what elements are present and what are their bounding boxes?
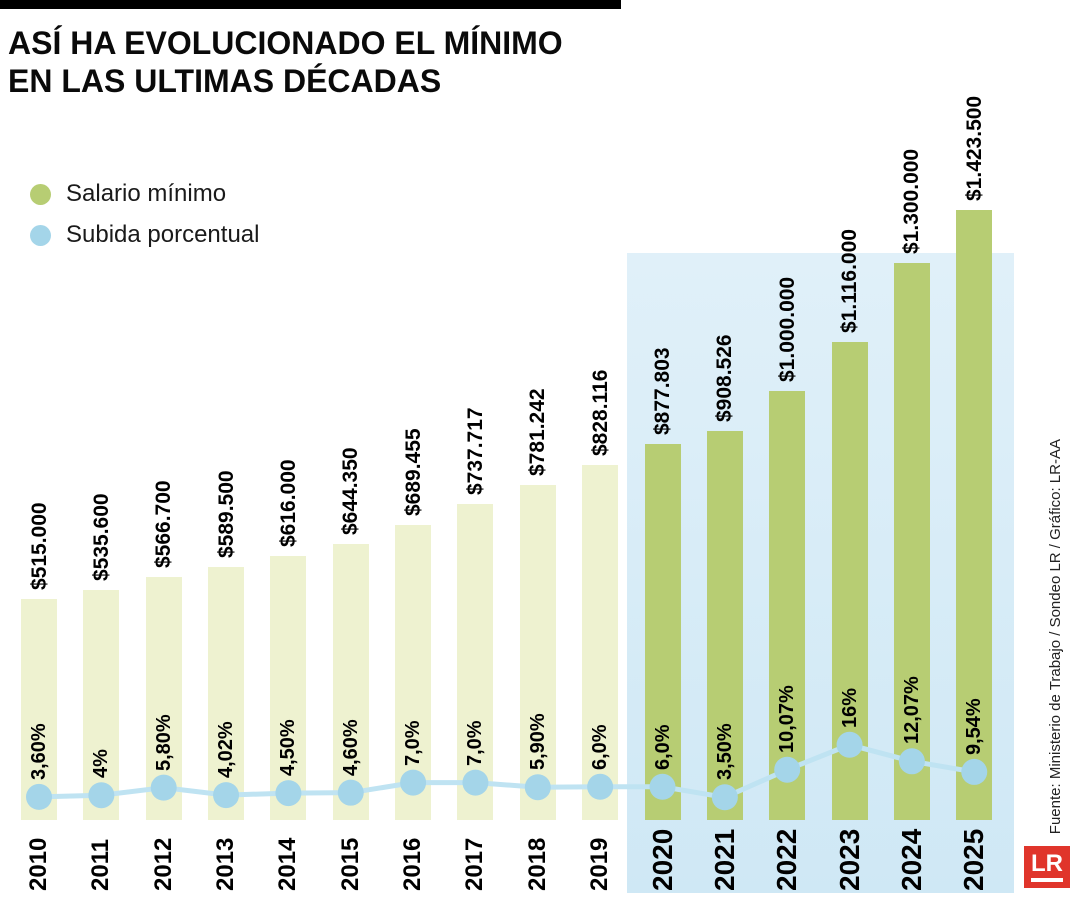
percent-label-2025: 9,54% xyxy=(963,698,986,755)
year-label-2013: 2013 xyxy=(212,837,240,891)
year-label-2019: 2019 xyxy=(586,837,614,891)
page-title: ASÍ HA EVOLUCIONADO EL MÍNIMO EN LAS ULT… xyxy=(8,24,563,101)
year-label-2021: 2021 xyxy=(708,828,740,891)
subida-porcentual-swatch xyxy=(30,224,51,246)
value-label-2018: $781.242 xyxy=(526,388,550,477)
bar-2023 xyxy=(831,341,868,820)
year-label-2022: 2022 xyxy=(771,828,803,891)
source-credit: Fuente: Ministerio de Trabajo / Sondeo L… xyxy=(1047,438,1064,834)
bar-2016 xyxy=(395,524,432,820)
value-label-2012: $566.700 xyxy=(152,480,176,569)
year-label-2014: 2014 xyxy=(274,837,302,891)
year-label-2010: 2010 xyxy=(25,837,52,891)
value-label-2017: $737.717 xyxy=(463,407,487,495)
value-label-2016: $689.455 xyxy=(401,427,425,516)
value-label-2024: $1.300.000 xyxy=(900,148,924,254)
year-label-2015: 2015 xyxy=(336,837,364,891)
legend-label-subida-porcentual: Subida porcentual xyxy=(66,221,260,248)
bar-2024 xyxy=(893,262,930,820)
value-label-2023: $1.116.000 xyxy=(838,228,862,333)
percent-label-2022: 10,07% xyxy=(776,684,799,753)
year-label-2012: 2012 xyxy=(149,837,177,891)
percent-label-2016: 7,0% xyxy=(402,720,425,766)
value-label-2020: $877.803 xyxy=(651,347,674,435)
value-label-2022: $1.000.000 xyxy=(775,277,799,383)
year-label-2020: 2020 xyxy=(646,828,678,891)
bar-2014 xyxy=(270,556,307,820)
bar-2012 xyxy=(145,577,182,820)
value-label-2021: $908.526 xyxy=(713,334,737,422)
legend-label-salario-minimo: Salario mínimo xyxy=(66,180,227,207)
value-label-2019: $828.116 xyxy=(588,369,612,457)
percent-label-2021: 3,50% xyxy=(713,723,736,781)
year-label-2017: 2017 xyxy=(461,837,489,891)
year-label-2025: 2025 xyxy=(958,828,990,891)
salario-minimo-swatch xyxy=(30,183,51,205)
value-label-2014: $616.000 xyxy=(276,459,300,548)
bar-2025 xyxy=(956,210,993,820)
percent-label-2017: 7,0% xyxy=(464,720,487,766)
bar-2015 xyxy=(332,543,369,820)
year-label-2011: 2011 xyxy=(87,838,115,891)
lr-logo: LR xyxy=(1024,846,1070,888)
percent-label-2018: 5,90% xyxy=(526,713,549,771)
bar-2022 xyxy=(769,391,806,820)
percent-label-2011: 4% xyxy=(90,749,113,779)
percent-label-2010: 3,60% xyxy=(28,723,50,780)
legend-item-salario-minimo: Salario mínimo xyxy=(30,180,259,208)
year-label-2018: 2018 xyxy=(523,837,551,891)
top-accent-bar xyxy=(0,0,621,9)
lr-logo-text: LR xyxy=(1031,852,1063,882)
bar-2017 xyxy=(457,503,494,820)
year-label-2023: 2023 xyxy=(833,828,865,891)
page-title-line2: EN LAS ULTIMAS DÉCADAS xyxy=(8,63,442,100)
bar-2013 xyxy=(208,567,245,820)
percent-label-2024: 12,07% xyxy=(900,676,923,745)
value-label-2015: $644.350 xyxy=(339,447,363,535)
bar-2010 xyxy=(21,599,57,820)
value-label-2010: $515.000 xyxy=(27,502,51,591)
legend: Salario mínimo Subida porcentual xyxy=(30,180,259,262)
value-label-2025: $1.423.500 xyxy=(962,95,986,201)
percent-label-2015: 4,60% xyxy=(339,718,362,776)
page-title-line1: ASÍ HA EVOLUCIONADO EL MÍNIMO xyxy=(8,25,563,61)
year-label-2024: 2024 xyxy=(895,828,927,891)
percent-label-2013: 4,02% xyxy=(215,721,238,779)
percent-label-2023: 16% xyxy=(838,687,861,728)
percent-label-2020: 6,0% xyxy=(651,724,674,770)
year-label-2016: 2016 xyxy=(399,837,427,891)
percent-label-2012: 5,80% xyxy=(152,713,175,771)
value-label-2011: $535.600 xyxy=(89,493,113,582)
value-label-2013: $589.500 xyxy=(214,470,238,559)
percent-label-2014: 4,50% xyxy=(277,719,300,777)
percent-label-2019: 6,0% xyxy=(589,724,612,770)
bar-2011 xyxy=(83,590,120,820)
legend-item-subida-porcentual: Subida porcentual xyxy=(30,221,259,249)
